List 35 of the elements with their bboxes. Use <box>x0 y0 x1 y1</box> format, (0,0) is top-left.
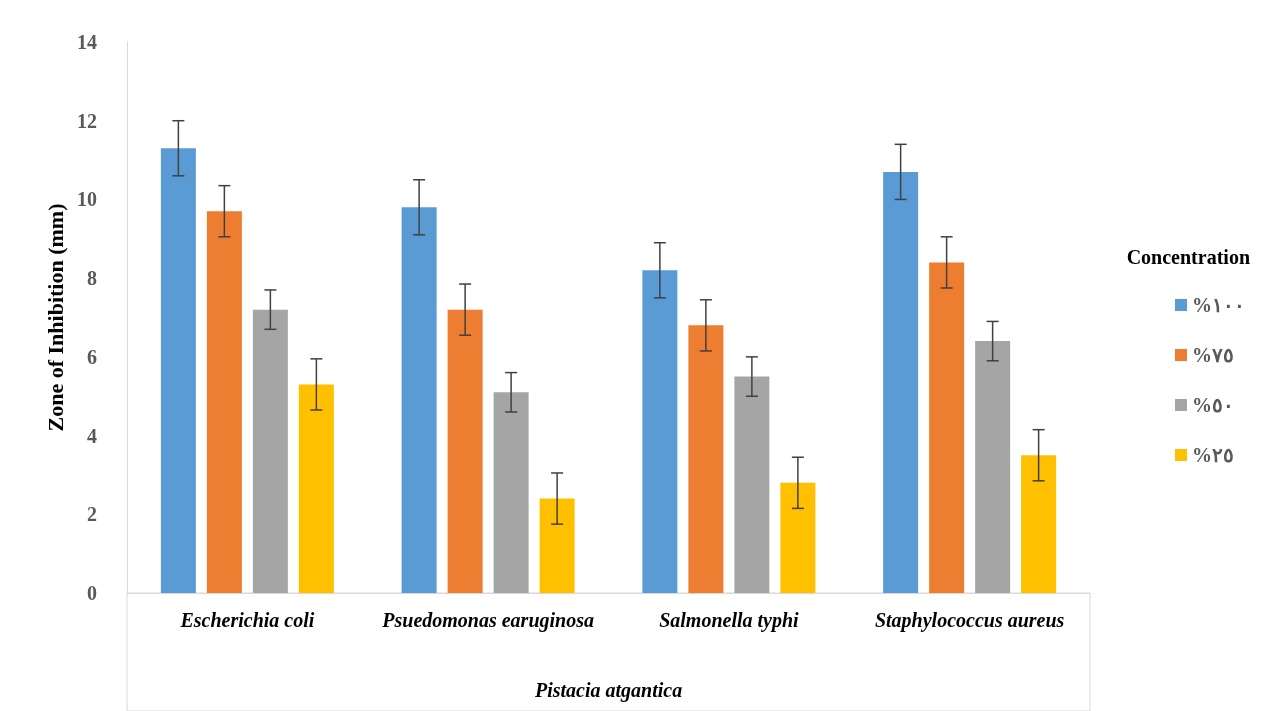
y-tick-label: 4 <box>87 424 97 447</box>
legend-label: %٧٥ <box>1192 344 1234 366</box>
bar <box>780 482 816 593</box>
bar <box>493 392 529 593</box>
y-tick-label: 14 <box>77 31 97 53</box>
y-tick-label: 12 <box>77 109 97 132</box>
bar <box>642 270 678 593</box>
legend-title: Concentration <box>1126 246 1251 268</box>
bar <box>160 148 196 593</box>
bar <box>975 341 1011 593</box>
y-tick-label: 0 <box>87 582 97 604</box>
bar <box>883 171 919 593</box>
legend-label: %٢٥ <box>1192 444 1234 466</box>
bar <box>206 211 242 593</box>
bar <box>929 262 965 593</box>
x-tick-label: Psuedomonas earuginosa <box>381 609 594 632</box>
y-tick-label: 10 <box>77 188 97 211</box>
x-tick-label: Salmonella typhi <box>659 609 800 632</box>
y-tick-label: 6 <box>87 345 97 368</box>
y-axis-title: Zone of Inhibition (mm) <box>42 203 68 432</box>
bar <box>539 498 575 593</box>
bar <box>401 207 437 593</box>
legend-label: %١٠٠ <box>1192 294 1245 316</box>
x-tick-label: Staphylococcus aureus <box>874 609 1065 632</box>
bar <box>252 309 288 593</box>
bar <box>298 384 334 593</box>
text: Pistacia atgantica <box>534 679 683 702</box>
legend-label: %٥٠ <box>1192 394 1234 416</box>
bar <box>447 309 483 593</box>
x-tick-label: Escherichia coli <box>179 609 315 631</box>
bar <box>688 325 724 593</box>
y-tick-label: 8 <box>87 267 97 290</box>
bar <box>734 376 770 593</box>
bar <box>1021 455 1057 593</box>
y-tick-label: 2 <box>87 503 97 526</box>
